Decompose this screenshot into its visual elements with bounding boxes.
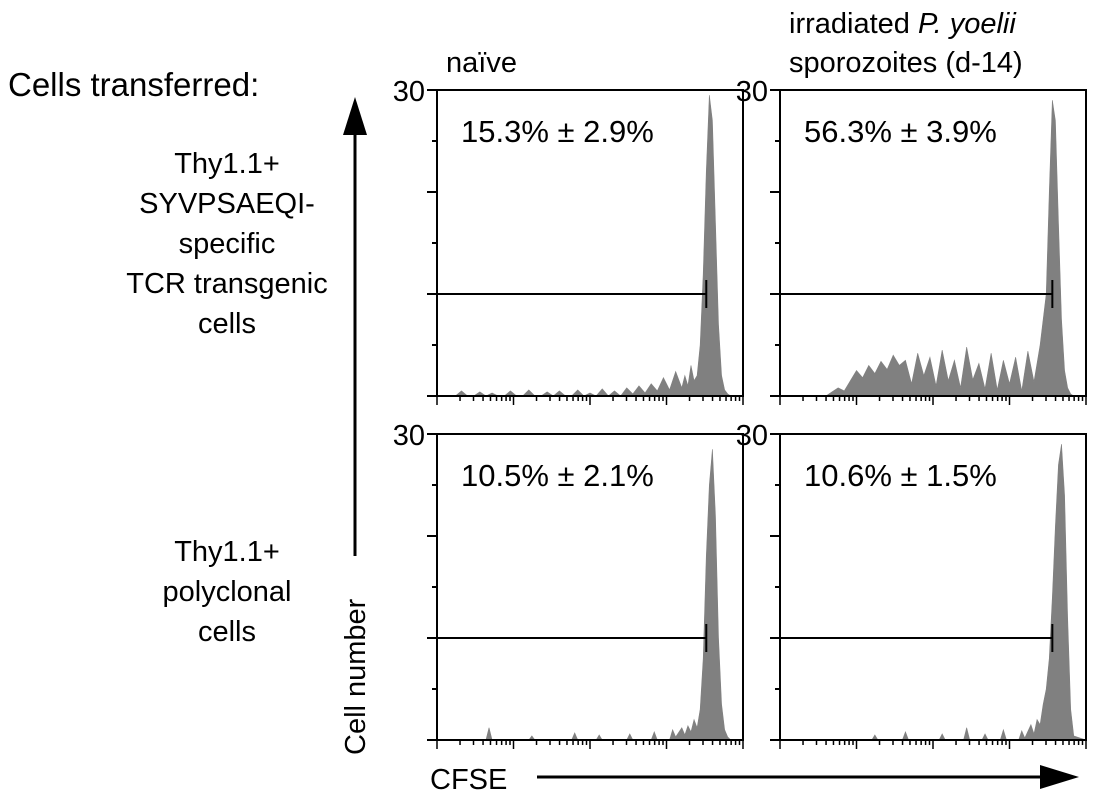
histogram-panels: 30 15.3% ± 2.9% 30 56.3% ± 3.9% 30 10.5% ± 2.… [393, 76, 1087, 749]
row-label-0-line-1: SYVPSAEQI- [139, 188, 315, 220]
y-axis-label-group: Cell number [340, 97, 372, 755]
x-axis-label-group: CFSE [430, 764, 1079, 796]
y-tick-label-max: 30 [736, 420, 768, 452]
row-label-0-line-0: Thy1.1+ [174, 148, 280, 180]
histogram-panel-r0-c0: 30 15.3% ± 2.9% [393, 76, 744, 405]
row-label-0-line-2: specific [179, 228, 276, 260]
row-labels: Thy1.1+ SYVPSAEQI-specific TCR transgenic c… [126, 148, 327, 648]
y-axis-arrowhead [343, 97, 367, 135]
x-axis-arrowhead [1040, 765, 1079, 789]
column-label-1-line-0: irradiated P. yoelii [789, 8, 1017, 40]
percentage-annotation: 56.3% ± 3.9% [804, 114, 997, 149]
y-axis-label: Cell number [340, 598, 372, 755]
percentage-annotation: 10.6% ± 1.5% [804, 458, 997, 493]
histogram-panel-r0-c1: 30 56.3% ± 3.9% [736, 76, 1087, 405]
histogram-panel-r1-c1: 30 10.6% ± 1.5% [736, 420, 1087, 749]
row-label-1-line-1: polyclonal [163, 576, 292, 608]
y-tick-label-max: 30 [393, 420, 425, 452]
row-label-1-line-2: cells [198, 616, 256, 648]
column-label-1-line-1: sporozoites (d-14) [789, 47, 1023, 79]
column-label-0-line-0: naïve [446, 47, 517, 79]
x-axis-label: CFSE [430, 764, 507, 796]
histogram-area [437, 95, 743, 397]
percentage-annotation: 10.5% ± 2.1% [461, 458, 654, 493]
row-label-1-line-0: Thy1.1+ [174, 536, 280, 568]
column-labels: naïve irradiated P. yoelii sporozoites (d-… [446, 8, 1023, 79]
histogram-panel-r1-c0: 30 10.5% ± 2.1% [393, 420, 744, 749]
row-label-0-line-4: cells [198, 308, 256, 340]
y-tick-label-max: 30 [393, 76, 425, 108]
y-tick-label-max: 30 [736, 76, 768, 108]
figure-title: Cells transferred: [8, 66, 259, 103]
histogram-area [780, 100, 1086, 397]
percentage-annotation: 15.3% ± 2.9% [461, 114, 654, 149]
row-label-0-line-3: TCR transgenic [126, 268, 327, 300]
